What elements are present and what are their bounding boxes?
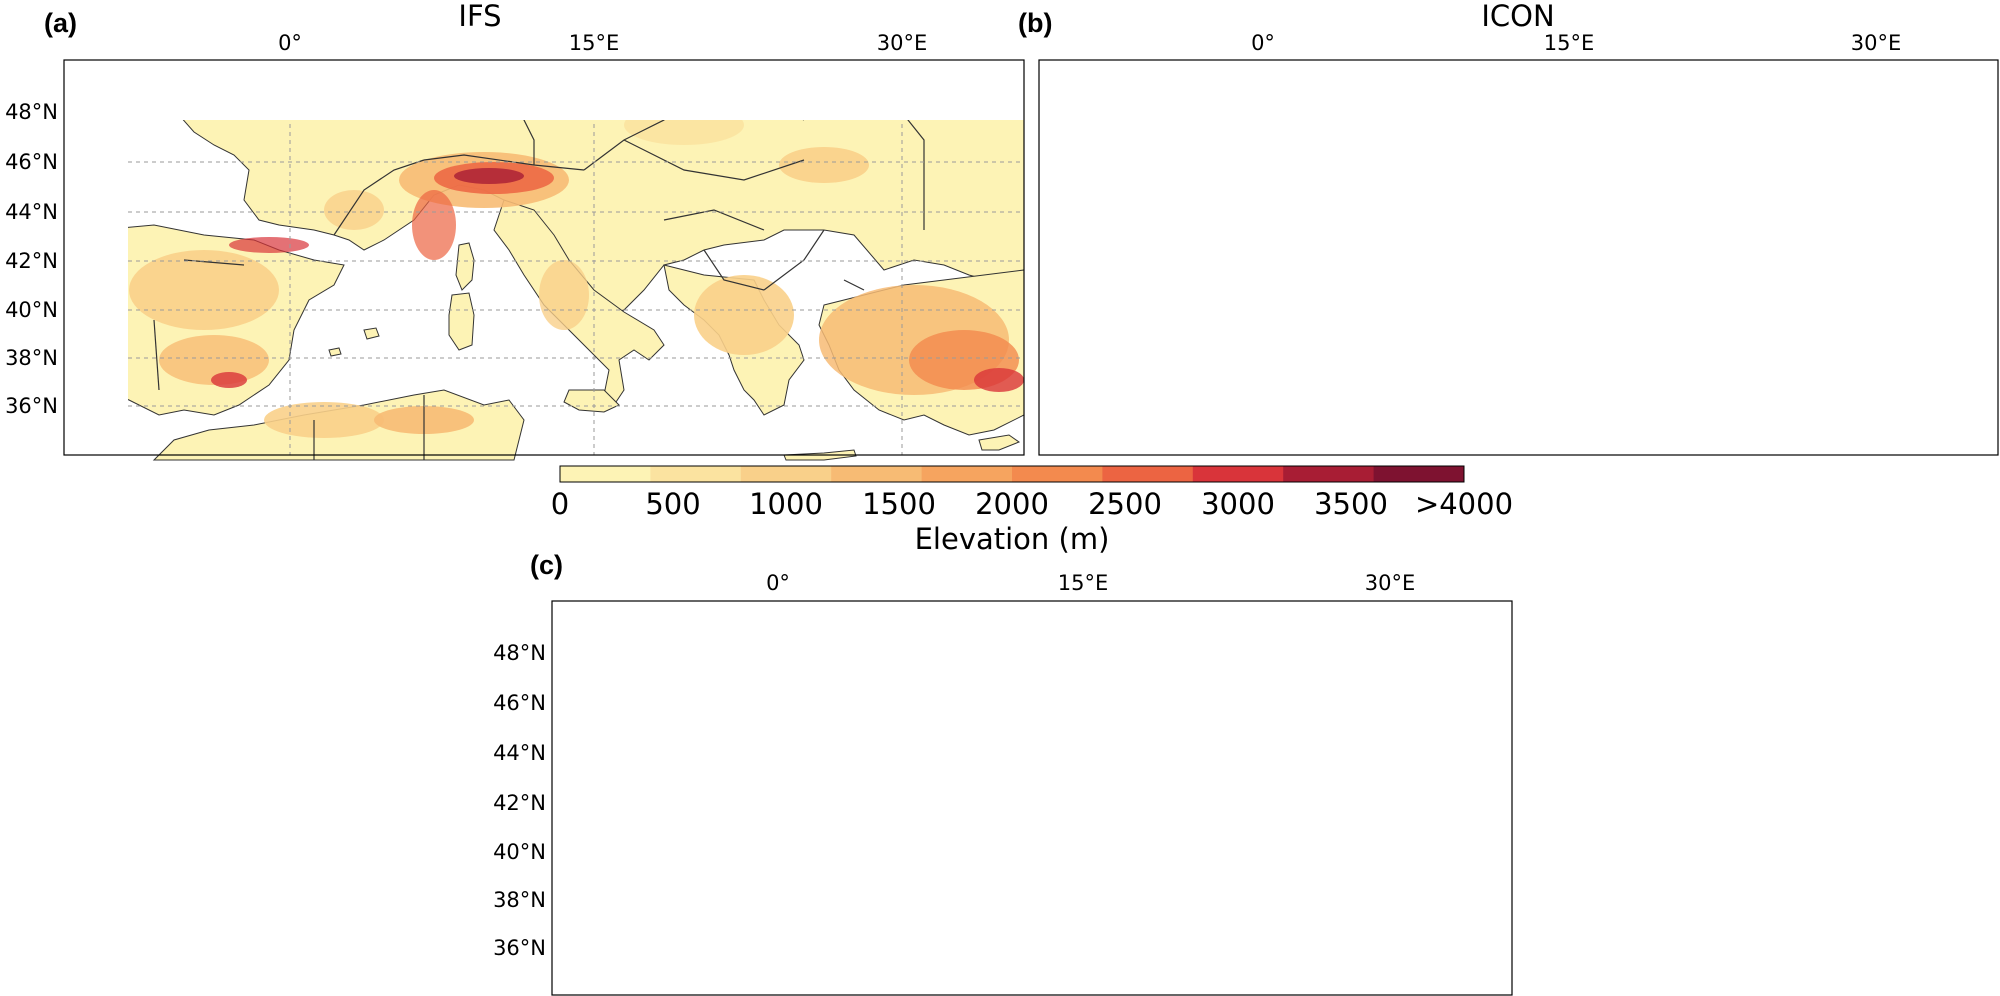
lon-tick-a-30: 30°E [877,31,928,55]
colorbar-tick-label: 1000 [749,487,823,521]
lat-tick-a-40: 40°N [5,298,58,322]
lon-tick-a-0: 0° [278,31,302,55]
colorbar-swatch [921,466,1013,482]
panel-b: (b) ICON 0° 15°E 30°E [1018,0,1999,456]
colorbar-tick-label: 1500 [862,487,936,521]
colorbar-swatch [1192,466,1284,482]
lat-tick-a-44: 44°N [5,200,58,224]
study-domain-box [572,731,1492,972]
lat-tick-c-42: 42°N [493,791,546,815]
colorbar-tick-label: >4000 [1415,487,1513,521]
lon-tick-c-15: 15°E [1058,571,1109,595]
panel-a-frame [63,59,1025,456]
colorbar-swatch [831,466,923,482]
panel-b-label: (b) [1018,8,1052,38]
colorbar-tick-label: 2500 [1088,487,1162,521]
panel-c-label: (c) [530,550,563,580]
lat-tick-c-40: 40°N [493,840,546,864]
colorbar-swatch [1012,466,1103,482]
colorbar-tick-label: 3000 [1201,487,1275,521]
colorbar-tick-label: 500 [645,487,700,521]
lat-tick-a-38: 38°N [5,346,58,370]
colorbar-tick-label: 0 [551,487,569,521]
lon-tick-b-15: 15°E [1544,31,1595,55]
lon-tick-b-30: 30°E [1851,31,1902,55]
lon-tick-c-0: 0° [766,571,790,595]
colorbar-tick-label: 3500 [1314,487,1388,521]
lat-tick-c-44: 44°N [493,741,546,765]
lat-tick-c-38: 38°N [493,888,546,912]
lon-tick-a-15: 15°E [569,31,620,55]
panel-a-title: IFS [458,0,501,33]
panel-c-frame [551,600,1513,996]
lat-tick-c-48: 48°N [493,641,546,665]
panel-c: (c) 0° 15°E 30°E 48°N 46°N 44°N 42°N 40°… [493,550,1513,996]
colorbar-tick-label: 2000 [975,487,1049,521]
lat-tick-a-36: 36°N [5,394,58,418]
colorbar-swatch [1373,466,1465,482]
ocean-fill [552,601,1512,995]
panel-a: (a) IFS 0° 15°E 30°E 48°N 46°N 44°N 42°N… [5,0,1025,461]
lat-tick-a-42: 42°N [5,249,58,273]
lat-tick-a-48: 48°N [5,100,58,124]
panel-b-title: ICON [1481,0,1554,33]
lon-tick-c-30: 30°E [1365,571,1416,595]
colorbar-swatch [560,466,651,482]
panel-b-frame [1038,59,1999,456]
land-area [582,596,1512,995]
country-borders [642,616,1412,995]
lon-tick-b-0: 0° [1251,31,1275,55]
lat-tick-c-36: 36°N [493,936,546,960]
colorbar: 0 500 1000 1500 2000 2500 3000 3500 >4000 Elevat… [551,465,1513,556]
colorbar-swatch [1283,466,1375,482]
colorbar-label: Elevation (m) [915,522,1110,556]
panel-a-label: (a) [44,8,77,38]
lat-tick-c-46: 46°N [493,691,546,715]
colorbar-swatch [650,466,742,482]
lat-tick-a-46: 46°N [5,150,58,174]
colorbar-swatch [740,466,832,482]
colorbar-swatch [1102,466,1194,482]
